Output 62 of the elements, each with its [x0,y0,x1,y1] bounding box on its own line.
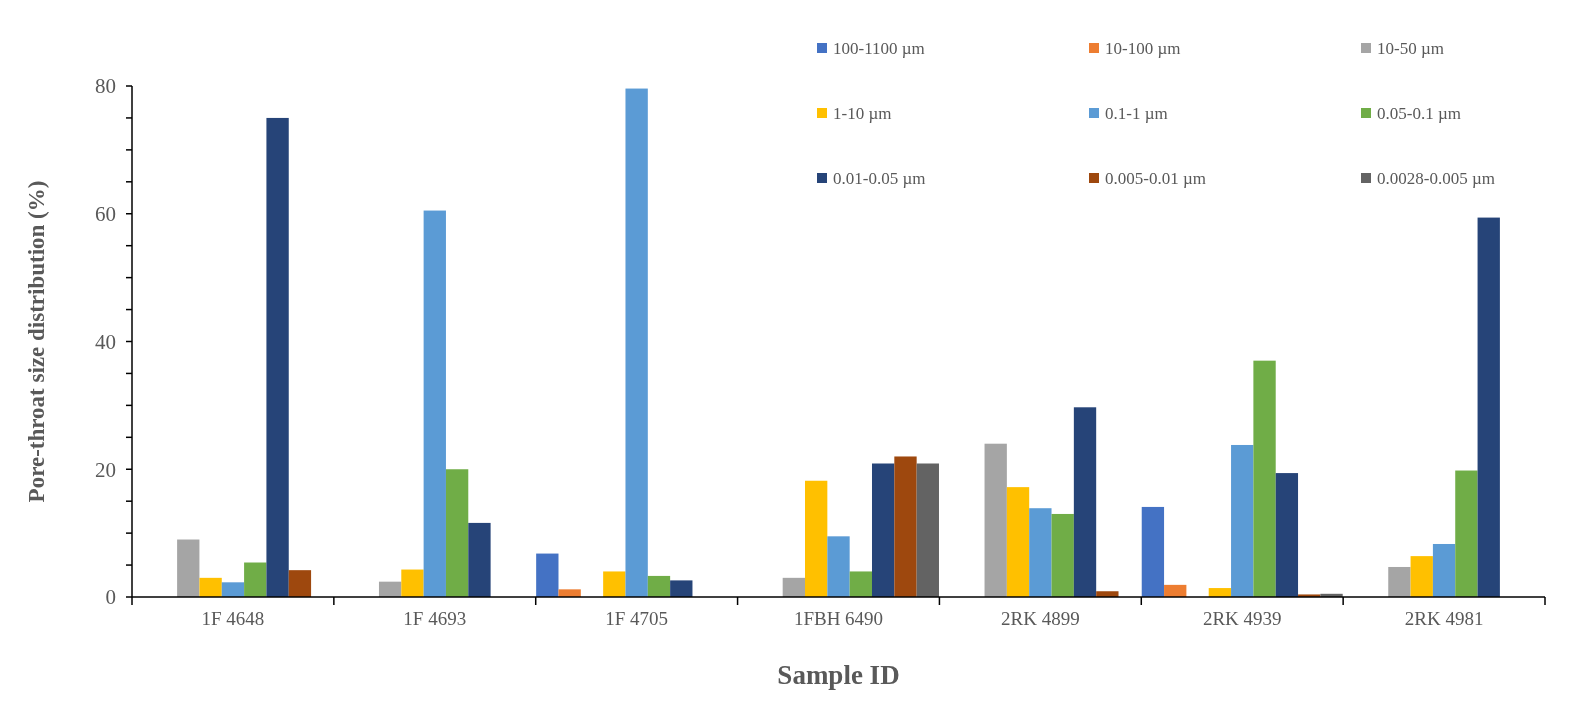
bar [984,443,1007,597]
bar [1455,470,1478,597]
bar [849,571,872,597]
bar [1410,556,1433,597]
bar [647,575,671,597]
bar [1029,508,1052,597]
y-tick-label: 80 [95,74,116,99]
bar [1388,566,1411,597]
bar [1051,513,1074,597]
legend-label: 100-1100 µm [833,38,925,58]
bar [1275,473,1299,597]
bar [871,463,895,597]
bar [378,581,402,597]
bar [266,117,289,597]
x-tick-label: 1F 4705 [605,608,669,629]
legend-label: 0.0028-0.005 µm [1377,168,1495,188]
bar [401,569,424,597]
bar [199,577,222,597]
legend-label: 0.01-0.05 µm [833,168,926,188]
bar [625,88,648,597]
bar [445,469,469,597]
bar [1253,360,1276,597]
x-tick-label: 2RK 4981 [1404,608,1484,629]
bar [670,580,693,597]
x-tick-label: 2RK 4939 [1202,608,1282,629]
legend-label: 10-100 µm [1105,38,1181,58]
y-tick-label: 40 [95,329,116,354]
x-tick-label: 1F 4693 [403,608,467,629]
x-tick-label: 1F 4648 [201,608,265,629]
legend-label: 10-50 µm [1377,38,1444,58]
bar [603,571,626,597]
x-tick-label: 1FBH 6490 [793,608,884,629]
y-tick-label: 60 [95,202,116,227]
y-tick-label: 0 [105,585,116,610]
x-axis-title: Sample ID [777,660,900,690]
legend-label: 0.1-1 µm [1105,103,1168,123]
bar [916,463,939,597]
bar [1432,543,1456,597]
bar [221,582,245,597]
bar [177,539,200,597]
bar [244,562,267,597]
bar [1477,217,1500,597]
y-tick-label: 20 [95,457,116,482]
legend-label: 1-10 µm [833,103,892,123]
bar [536,553,559,597]
legend-label: 0.05-0.1 µm [1377,103,1461,123]
bar [1006,487,1030,597]
bar [827,536,850,597]
bar [468,522,491,597]
legend-label: 0.005-0.01 µm [1105,168,1206,188]
bar [1096,591,1119,597]
bar [423,210,446,597]
x-tick-label: 2RK 4899 [1001,608,1080,629]
bar [1231,444,1254,597]
y-axis-title: Pore-throat size distribution (%) [24,180,49,503]
bar [805,480,828,597]
bar [894,456,917,597]
bar [782,577,806,597]
bar [558,589,581,597]
bar [1141,506,1165,597]
bar [1073,407,1097,597]
bar [288,570,312,597]
